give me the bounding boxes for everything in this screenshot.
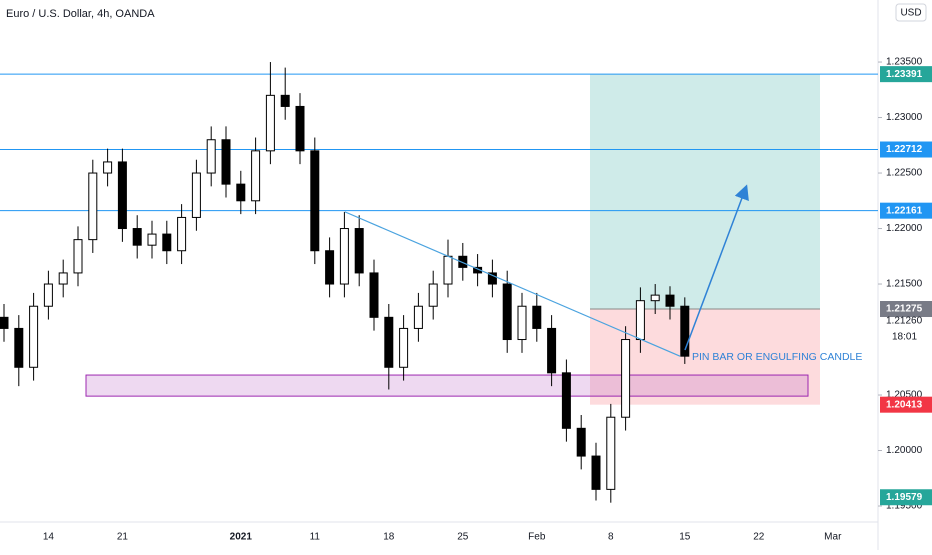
candle-body (177, 216, 187, 252)
y-tick-label: 1.23000 (886, 112, 923, 123)
candle-body (487, 272, 497, 285)
candle-body (132, 228, 142, 246)
y-tick-label: 1.23500 (886, 57, 923, 68)
low-badge-label: 1.19579 (886, 492, 923, 503)
candle-body (310, 150, 320, 252)
candle-body (295, 105, 305, 152)
currency-box[interactable] (895, 3, 927, 22)
countdown: 18:01 (892, 331, 917, 342)
candle-body (325, 250, 335, 285)
x-tick-label: 18 (383, 532, 395, 543)
candle-body (251, 150, 261, 202)
support-zone (85, 374, 809, 397)
currency[interactable]: USD (900, 8, 921, 19)
candle-body (635, 300, 645, 341)
x-tick-label: 8 (608, 532, 614, 543)
stop-badge-label: 1.20413 (886, 399, 923, 410)
annotation: PIN BAR OR ENGULFING CANDLE (692, 351, 862, 363)
candle-body (354, 228, 364, 274)
trendline (344, 211, 681, 357)
candle-body (0, 316, 9, 329)
y-tick-label: 1.20500 (886, 390, 923, 401)
candle-body (117, 161, 127, 230)
candle-body (43, 283, 53, 307)
chart-title: Euro / U.S. Dollar, 4h, OANDA (6, 8, 155, 20)
candle-body (665, 294, 675, 307)
y-tick-label: 1.22000 (886, 223, 923, 234)
candle-body (428, 283, 438, 307)
candle-body (14, 327, 24, 368)
level-badge-label: 1.23391 (886, 69, 923, 80)
candle-body (547, 327, 557, 374)
entry-badge-label: 1.21275 (886, 304, 923, 315)
candle-body (384, 316, 394, 368)
candle-body (191, 172, 201, 218)
candle-body (502, 283, 512, 341)
y-tick-label: 1.22500 (886, 168, 923, 179)
candle-body (73, 239, 83, 274)
y-tick-label: 1.19500 (886, 501, 923, 512)
candle-body (221, 139, 231, 185)
candle-body (399, 327, 409, 368)
candle-body (29, 305, 39, 368)
candle-body (88, 172, 98, 241)
candle-body (621, 339, 631, 418)
candle-body (369, 272, 379, 318)
x-tick-label: Feb (528, 532, 546, 543)
candle-body (517, 305, 527, 341)
candle-body (606, 416, 616, 490)
candle-body (147, 233, 157, 246)
candle-body (339, 228, 349, 285)
x-tick-label: 2021 (230, 532, 253, 543)
level-badge-label: 1.22712 (886, 144, 923, 155)
y-tick-label: 1.20000 (886, 445, 923, 456)
candle-body (576, 427, 586, 457)
x-tick-label: 25 (457, 532, 469, 543)
x-tick-label: 14 (43, 532, 55, 543)
arrow (684, 184, 749, 351)
last-price-label: 1.21260 (886, 315, 923, 326)
level-badge (880, 66, 932, 83)
candle-body (458, 255, 468, 268)
candle-body (561, 372, 571, 429)
candle-body (236, 183, 246, 202)
x-tick-label: Mar (824, 532, 842, 543)
low-badge (880, 489, 932, 506)
candle-body (680, 305, 690, 357)
x-tick-label: 11 (310, 532, 321, 543)
candle-body (413, 305, 423, 329)
candle-body (532, 305, 542, 329)
candle-body (162, 233, 172, 252)
candle-body (650, 294, 660, 302)
candle-body (280, 94, 290, 107)
x-tick-label: 21 (117, 532, 129, 543)
candle-body (206, 139, 216, 174)
level-badge (880, 202, 932, 219)
candle-body (591, 455, 601, 490)
level-badge-label: 1.22161 (886, 205, 923, 216)
x-tick-label: 22 (753, 532, 765, 543)
candle-body (265, 94, 275, 152)
candle-body (443, 255, 453, 285)
level-badge (880, 141, 932, 158)
stop-badge (880, 396, 932, 413)
target-zone (590, 74, 820, 310)
y-tick-label: 1.21500 (886, 279, 923, 290)
entry-badge (880, 301, 932, 318)
candle-body (58, 272, 68, 285)
x-tick-label: 15 (679, 532, 691, 543)
candle-body (103, 161, 113, 174)
